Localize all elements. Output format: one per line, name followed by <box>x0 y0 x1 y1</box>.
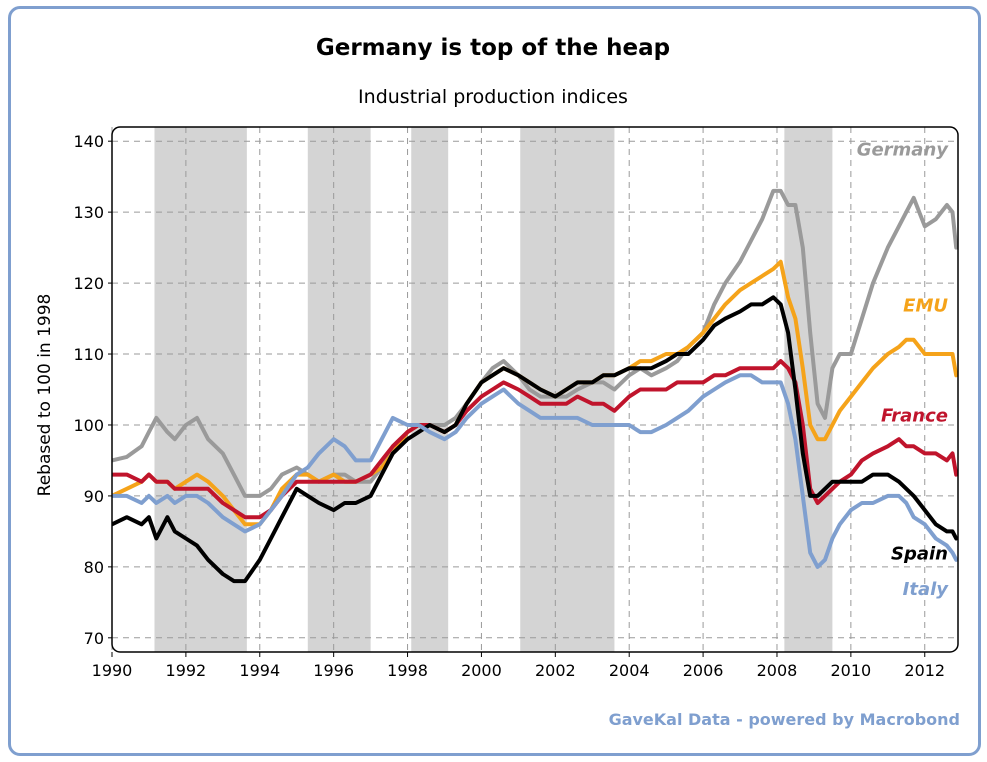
shaded-period-0 <box>154 127 247 652</box>
x-tick-label-2010: 2010 <box>831 661 872 680</box>
y-tick-label-120: 120 <box>73 274 104 293</box>
x-tick-label-1990: 1990 <box>92 661 133 680</box>
x-tick-label-1992: 1992 <box>166 661 207 680</box>
x-tick-label-1998: 1998 <box>387 661 428 680</box>
shaded-period-1 <box>307 127 371 652</box>
chart-title: Germany is top of the heap <box>316 35 670 61</box>
plot-area: Germany EMU France Spain Italy 70 80 90 100 110 12… <box>73 126 959 680</box>
legend-label-germany: Germany <box>857 139 950 160</box>
series-line-spain <box>112 295 958 584</box>
legend-label-spain: Spain <box>891 544 948 565</box>
shaded-period-4 <box>784 127 833 652</box>
x-tick-label-2006: 2006 <box>683 661 724 680</box>
x-tick-label-1994: 1994 <box>239 661 280 680</box>
x-tick-label-2008: 2008 <box>757 661 798 680</box>
y-tick-label-70: 70 <box>84 629 104 648</box>
plot-border <box>111 126 959 653</box>
y-tick-label-100: 100 <box>73 416 104 435</box>
x-tick-label-2000: 2000 <box>461 661 502 680</box>
y-tick-label-140: 140 <box>73 132 104 151</box>
source-note: GaveKal Data - powered by Macrobond <box>609 710 960 729</box>
x-tick-label-2002: 2002 <box>535 661 576 680</box>
series-line-france <box>112 359 958 520</box>
y-tick-label-90: 90 <box>84 487 104 506</box>
legend-label-italy: Italy <box>903 579 950 600</box>
y-axis-label: Rebased to 100 in 1998 <box>35 294 55 497</box>
legend-label-emu: EMU <box>903 295 948 316</box>
x-tick-label-1996: 1996 <box>313 661 354 680</box>
y-tick-label-110: 110 <box>73 345 104 364</box>
x-tick-label-2012: 2012 <box>904 661 945 680</box>
series-line-germany <box>112 188 958 498</box>
y-tick-label-80: 80 <box>84 558 104 577</box>
legend-label-france: France <box>881 405 948 426</box>
series-line-italy <box>112 373 958 569</box>
y-tick-label-130: 130 <box>73 203 104 222</box>
shaded-period-2 <box>411 127 449 652</box>
x-tick-label-2004: 2004 <box>609 661 650 680</box>
chart-subtitle: Industrial production indices <box>358 86 628 108</box>
